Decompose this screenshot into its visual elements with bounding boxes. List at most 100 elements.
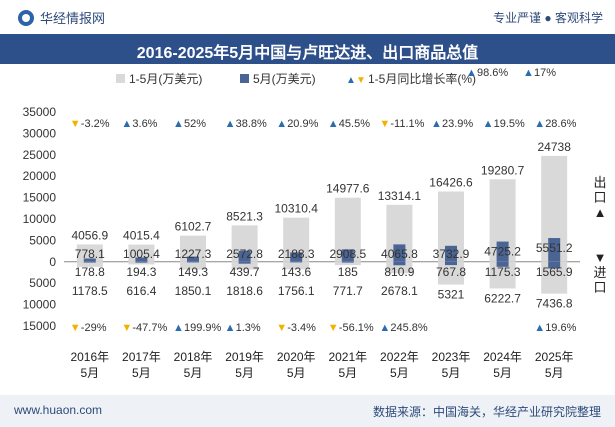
export-month-bar [187, 256, 199, 262]
import-month-bar [187, 261, 199, 263]
legend-swatch-cumulative [116, 74, 125, 83]
export-cumulative-label: 6102.7 [175, 220, 212, 234]
export-cumulative-label: 16426.6 [429, 175, 473, 189]
import-cumulative-bar [438, 261, 464, 285]
export-cumulative-label: 24738 [538, 140, 572, 154]
import-month-label: 185 [338, 265, 358, 279]
export-growth-marker: ▲ [225, 118, 236, 130]
y-tick-label: 5000 [29, 233, 56, 247]
import-month-label: 149.3 [178, 265, 208, 279]
import-cumulative-label: 6222.7 [484, 291, 521, 305]
import-growth-marker: ▼ [121, 322, 132, 334]
import-growth-label: -29% [81, 322, 107, 334]
import-growth-label: 1.3% [236, 322, 261, 334]
brand-name: 华经情报网 [40, 11, 106, 26]
import-growth-label: 245.8% [390, 322, 428, 334]
export-growth-label: -11.1% [390, 118, 424, 130]
x-tick-label-year: 2025年 [535, 350, 574, 364]
export-growth-marker: ▲ [121, 118, 132, 130]
export-month-label: 2188.3 [278, 247, 315, 261]
import-month-bar [496, 261, 509, 267]
import-cumulative-bar [180, 261, 206, 270]
x-tick-label-year: 2021年 [328, 350, 367, 364]
x-tick-label-year: 2018年 [174, 350, 213, 364]
legend-swatch-monthly [240, 74, 249, 83]
import-month-label: 1175.3 [485, 265, 521, 279]
x-tick-label-month: 5月 [287, 366, 306, 380]
x-tick-label-month: 5月 [80, 366, 99, 380]
import-month-bar [290, 261, 303, 263]
export-month-label: 2572.8 [226, 247, 263, 261]
chart: 1-5月(万美元) 5月(万美元) ▲ ▼ 1-5月同比增长率(%)3500030000… [23, 67, 580, 380]
import-month-label: 143.6 [281, 265, 311, 279]
legend-down-marker: ▼ [356, 75, 366, 86]
export-growth-label: 19.5% [494, 118, 525, 130]
x-tick-label-month: 5月 [132, 366, 151, 380]
export-month-bar [548, 238, 561, 262]
export-growth-label: 23.9% [442, 118, 473, 130]
y-tick-label: 0 [49, 255, 56, 269]
import-growth-label: -3.4% [287, 322, 316, 334]
export-cumulative-label: 10310.4 [275, 202, 319, 216]
export-growth-marker: ▲ [431, 118, 442, 130]
export-growth-marker: ▼ [70, 118, 81, 130]
export-month-label: 778.1 [75, 247, 105, 261]
extra-growth-label: 17% [534, 67, 556, 79]
export-growth-label: 52% [184, 118, 206, 130]
legend-label-cumulative: 1-5月(万美元) [129, 72, 202, 86]
export-side-label: 出口▲ [593, 175, 607, 220]
x-tick-label-month: 5月 [184, 366, 203, 380]
y-tick-label: 15000 [23, 319, 57, 333]
import-month-label: 178.8 [75, 265, 105, 279]
import-growth-marker: ▲ [225, 322, 236, 334]
y-tick-label: 5000 [29, 276, 56, 290]
import-cumulative-bar [231, 261, 258, 270]
import-month-bar [83, 261, 96, 263]
import-month-label: 767.8 [436, 265, 466, 279]
import-growth-marker: ▼ [70, 322, 81, 334]
export-cumulative-label: 19280.7 [481, 163, 525, 177]
import-growth-label: -56.1% [339, 322, 374, 334]
chart-title: 2016-2025年5月中国与卢旺达进、出口商品总值 [136, 45, 479, 62]
import-cumulative-bar [386, 261, 413, 274]
export-month-bar [341, 249, 354, 262]
extra-growth-marker: ▲ [466, 67, 477, 79]
import-growth-label: 19.6% [545, 322, 576, 334]
import-growth-label: 199.9% [184, 322, 222, 334]
export-growth-label: 38.8% [236, 118, 267, 130]
import-cumulative-bar [334, 261, 361, 266]
import-growth-marker: ▲ [534, 322, 545, 334]
import-month-label: 194.3 [126, 265, 156, 279]
legend-up-marker: ▲ [346, 75, 356, 86]
tagline: 专业严谨 ● 客观科学 [493, 11, 603, 25]
export-month-label: 3732.9 [433, 247, 470, 261]
import-growth-marker: ▲ [173, 322, 184, 334]
x-tick-label-year: 2022年 [380, 350, 419, 364]
footer: www.huaon.com 数据来源：中国海关，华经产业研究院整理 [0, 395, 615, 427]
legend-label-growth: 1-5月同比增长率(%) [368, 71, 476, 86]
x-tick-label-year: 2020年 [277, 350, 316, 364]
huajing-logo-icon [18, 9, 34, 26]
export-month-bar [496, 241, 509, 262]
import-cumulative-label: 2678.1 [381, 284, 418, 298]
export-growth-marker: ▲ [173, 118, 184, 130]
import-cumulative-label: 771.7 [333, 284, 363, 298]
export-growth-label: -3.2% [81, 118, 110, 130]
export-growth-marker: ▼ [379, 118, 390, 130]
x-tick-label-year: 2023年 [432, 350, 471, 364]
export-cumulative-bar [128, 244, 155, 262]
import-cumulative-label: 5321 [438, 288, 465, 302]
x-tick-label-year: 2019年 [225, 350, 264, 364]
x-tick-label-month: 5月 [235, 366, 254, 380]
export-month-label: 5551.2 [536, 241, 573, 255]
import-growth-label: -47.7% [132, 322, 167, 334]
footer-url: www.huaon.com [14, 403, 103, 417]
export-month-label: 1227.3 [175, 247, 212, 261]
x-tick-label-year: 2024年 [483, 350, 522, 364]
export-growth-marker: ▲ [483, 118, 494, 130]
export-growth-marker: ▲ [534, 118, 545, 130]
export-cumulative-label: 13314.1 [378, 189, 422, 203]
import-month-label: 810.9 [384, 265, 414, 279]
import-side-label: ▼进口 [593, 250, 607, 295]
export-month-label: 4065.8 [381, 247, 418, 261]
